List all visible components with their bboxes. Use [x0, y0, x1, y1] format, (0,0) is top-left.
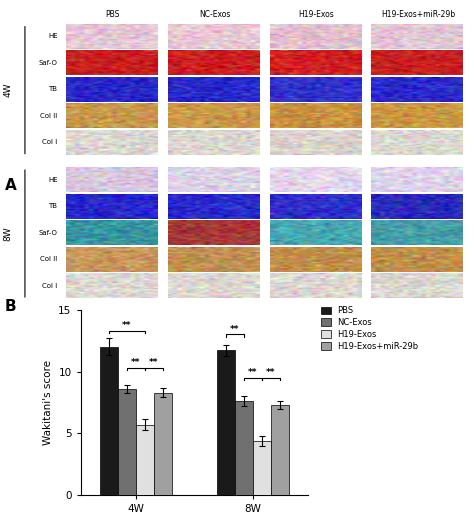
Text: **: **: [248, 368, 257, 377]
Text: HE: HE: [48, 176, 57, 183]
Bar: [100, 347, 118, 495]
Bar: [217, 350, 235, 495]
Text: Col I: Col I: [42, 283, 57, 289]
Text: Col II: Col II: [40, 256, 57, 262]
Text: TB: TB: [48, 86, 57, 92]
Text: TB: TB: [48, 203, 57, 209]
Text: Col I: Col I: [42, 139, 57, 146]
Text: H19-Exos+miR-29b: H19-Exos+miR-29b: [381, 10, 456, 19]
Legend: PBS, NC-Exos, H19-Exos, H19-Exos+miR-29b: PBS, NC-Exos, H19-Exos, H19-Exos+miR-29b: [319, 304, 420, 352]
Bar: [136, 425, 154, 495]
Text: Saf-O: Saf-O: [39, 230, 57, 236]
Text: B: B: [5, 299, 17, 314]
Text: Saf-O: Saf-O: [39, 60, 57, 66]
Bar: [118, 389, 136, 495]
Bar: [271, 405, 289, 495]
Text: **: **: [131, 358, 141, 367]
Text: H19-Exos: H19-Exos: [299, 10, 334, 19]
Text: **: **: [149, 358, 159, 367]
Bar: [154, 393, 172, 495]
Text: A: A: [5, 178, 17, 193]
Text: NC-Exos: NC-Exos: [199, 10, 230, 19]
Text: PBS: PBS: [105, 10, 120, 19]
Bar: [253, 441, 271, 495]
Y-axis label: Wakitani's score: Wakitani's score: [43, 360, 53, 445]
Text: HE: HE: [48, 33, 57, 39]
Text: 4W: 4W: [4, 83, 13, 98]
Text: Col II: Col II: [40, 113, 57, 119]
Text: **: **: [122, 321, 132, 330]
Text: **: **: [230, 325, 239, 334]
Text: 8W: 8W: [4, 226, 13, 241]
Bar: [235, 401, 253, 495]
Text: **: **: [266, 368, 276, 377]
